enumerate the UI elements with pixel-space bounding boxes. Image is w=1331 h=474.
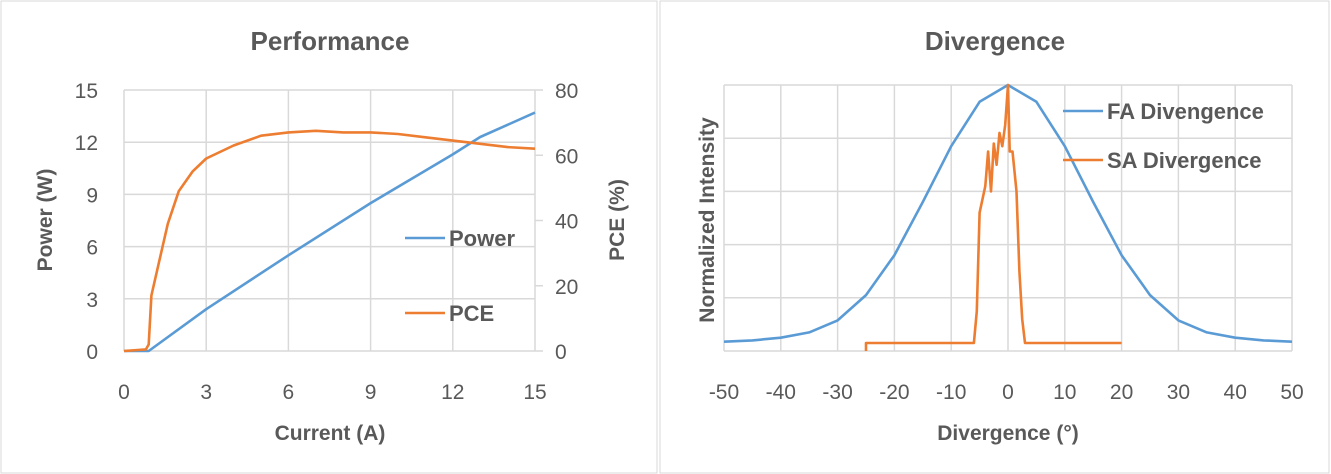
x-tick-label: -10 — [936, 381, 966, 404]
x-tick-label: 0 — [1002, 381, 1014, 404]
x-tick-label: 0 — [118, 381, 130, 404]
y-tick-label: 3 — [86, 289, 98, 312]
divergence-x-label: Divergence (°) — [937, 422, 1078, 445]
y2-tick-label: 80 — [555, 80, 578, 103]
performance-x-label: Current (A) — [275, 422, 386, 445]
performance-title: Performance — [251, 26, 410, 56]
y2-tick-label: 40 — [555, 211, 578, 234]
y-tick-label: 0 — [86, 341, 98, 364]
performance-y-label: Power (W) — [34, 169, 57, 272]
x-tick-label: -30 — [822, 381, 852, 404]
y-tick-label: 6 — [86, 237, 98, 260]
x-tick-label: 10 — [1053, 381, 1076, 404]
x-tick-label: 20 — [1110, 381, 1133, 404]
legend-label: Power — [449, 226, 515, 251]
x-tick-label: 15 — [523, 381, 546, 404]
divergence-y-label: Normalized Intensity — [696, 117, 719, 323]
x-tick-label: 40 — [1224, 381, 1247, 404]
y-tick-label: 12 — [75, 132, 98, 155]
y-tick-label: 9 — [86, 184, 98, 207]
y2-tick-label: 20 — [555, 276, 578, 299]
series-line-pce — [123, 129, 536, 353]
legend-label: PCE — [449, 301, 494, 326]
x-tick-label: 50 — [1280, 381, 1303, 404]
divergence-title: Divergence — [925, 26, 1065, 56]
right-panel-border — [659, 0, 1330, 474]
x-tick-label: -40 — [766, 381, 796, 404]
legend-label: FA Divengence — [1107, 99, 1264, 124]
x-tick-label: 30 — [1167, 381, 1190, 404]
left-panel-border — [0, 0, 658, 474]
x-tick-label: -20 — [879, 381, 909, 404]
performance-y2-label: PCE (%) — [606, 179, 629, 261]
x-tick-label: 9 — [365, 381, 377, 404]
x-tick-label: 6 — [283, 381, 295, 404]
y2-tick-label: 0 — [555, 341, 567, 364]
x-tick-label: 3 — [200, 381, 212, 404]
x-tick-label: 12 — [441, 381, 464, 404]
series-line-sa-divergence — [864, 83, 1122, 351]
y-tick-label: 15 — [75, 80, 98, 103]
x-tick-label: -50 — [709, 381, 739, 404]
legend-label: SA Divergence — [1107, 148, 1261, 173]
y2-tick-label: 60 — [555, 145, 578, 168]
